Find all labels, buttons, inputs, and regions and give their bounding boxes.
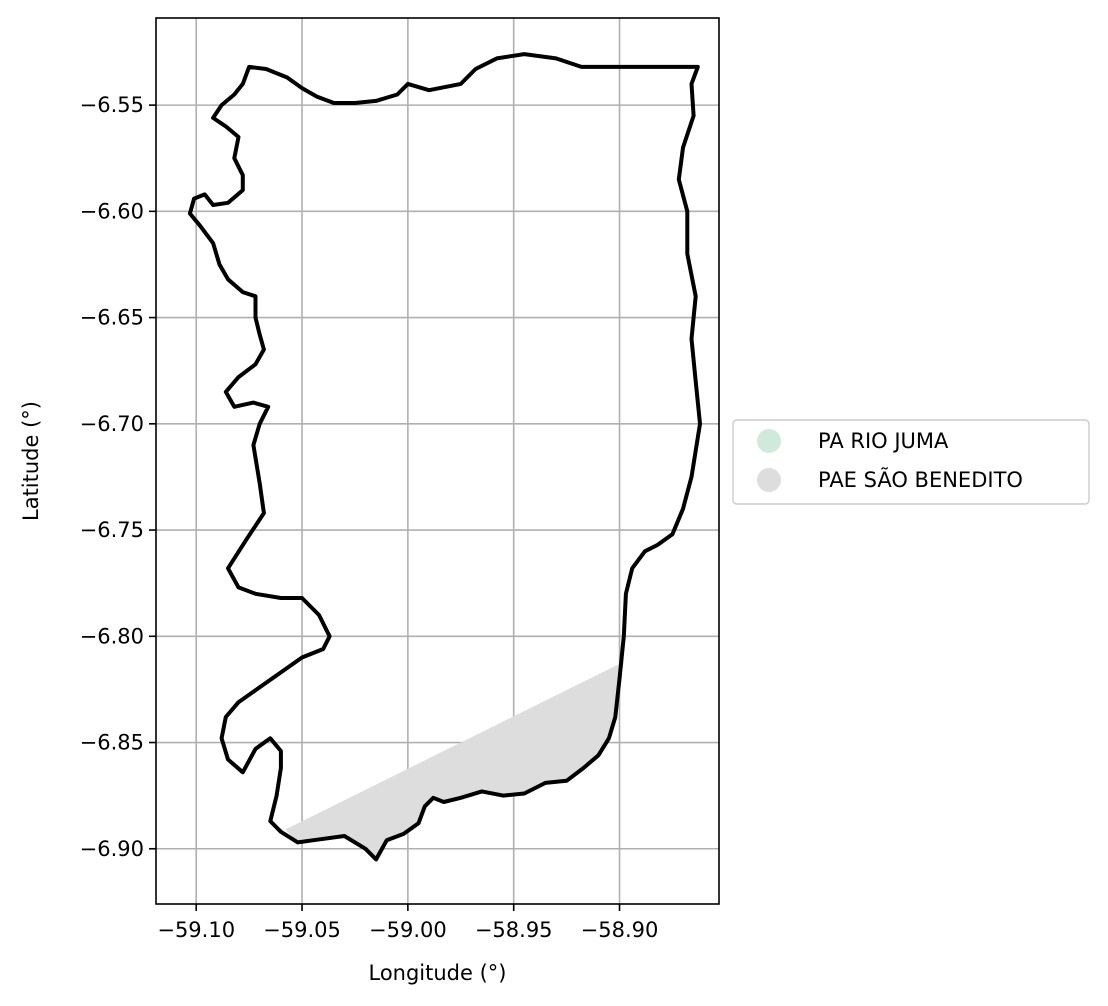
- y-axis-ticks: −6.55 −6.60 −6.65 −6.70 −6.75 −6.80 −6.85 −6.90: [80, 93, 156, 861]
- x-tick-label: −59.00: [369, 918, 447, 942]
- boundary-line: [187, 52, 702, 862]
- y-tick-label: −6.85: [80, 731, 144, 755]
- x-tick-label: −58.90: [581, 918, 659, 942]
- y-tick-label: −6.80: [80, 624, 144, 648]
- regions: [285, 661, 624, 860]
- y-tick-label: −6.75: [80, 518, 144, 542]
- x-tick-label: −59.10: [157, 918, 235, 942]
- y-tick-label: −6.70: [80, 412, 144, 436]
- y-tick-label: −6.60: [80, 199, 144, 223]
- y-tick-label: −6.90: [80, 837, 144, 861]
- region-polygon: [285, 661, 624, 860]
- legend-label: PA RIO JUMA: [818, 429, 949, 453]
- legend: PA RIO JUMA PAE SÃO BENEDITO: [732, 419, 1090, 505]
- y-tick-label: −6.55: [80, 93, 144, 117]
- y-tick-label: −6.65: [80, 306, 144, 330]
- gridlines: [156, 18, 719, 904]
- legend-box: [732, 419, 1090, 505]
- x-tick-label: −58.95: [475, 918, 553, 942]
- y-axis-label: Latitude (°): [19, 401, 43, 521]
- legend-marker: [757, 468, 781, 492]
- legend-label: PAE SÃO BENEDITO: [818, 466, 1023, 492]
- x-axis-label: Longitude (°): [368, 961, 506, 985]
- x-tick-label: −59.05: [263, 918, 341, 942]
- x-axis-ticks: −59.10 −59.05 −59.00 −58.95 −58.90: [157, 904, 658, 942]
- plot-area-frame: [155, 17, 720, 905]
- boundary-outline: [187, 52, 702, 862]
- legend-marker: [757, 429, 781, 453]
